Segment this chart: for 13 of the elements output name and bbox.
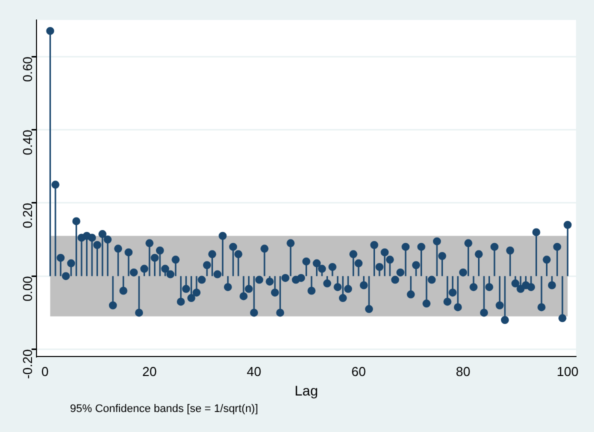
x-tick-label: 0: [41, 364, 49, 379]
x-tick-label: 20: [142, 364, 157, 379]
y-tick-label: 0.60: [20, 56, 36, 82]
x-axis-title: Lag: [294, 382, 318, 398]
y-tick-label: 0.40: [20, 130, 36, 156]
y-tick-label: -0.20: [20, 349, 36, 379]
y-tick-label: 0.20: [20, 202, 36, 228]
x-tick-label: 40: [246, 364, 262, 379]
text: 95% Confidence bands [se = 1/sqrt(n)]: [70, 403, 258, 415]
x-tick-label: 60: [351, 364, 366, 379]
y-tick-label: 0.00: [20, 276, 36, 302]
x-tick-label: 100: [556, 364, 578, 379]
x-tick-label: 80: [456, 364, 470, 379]
